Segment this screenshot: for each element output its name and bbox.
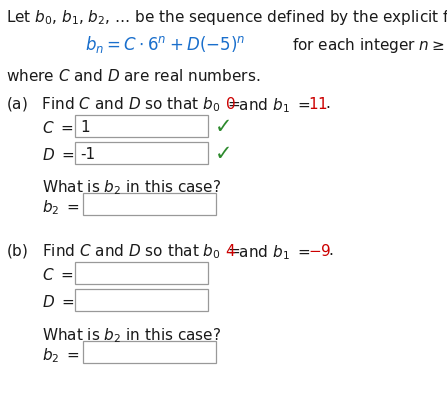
Text: $0$: $0$ <box>225 96 236 112</box>
Text: $ \ \mathrm{and} \ b_1\ =\ $: $ \ \mathrm{and} \ b_1\ =\ $ <box>234 96 311 115</box>
Text: $b_n = C \cdot 6^n + D(-5)^n$: $b_n = C \cdot 6^n + D(-5)^n$ <box>85 34 245 55</box>
Text: ✓: ✓ <box>215 117 232 136</box>
Text: (a)   Find $C$ and $D$ so that $b_0\ =\ $: (a) Find $C$ and $D$ so that $b_0\ =\ $ <box>6 96 240 114</box>
Text: $b_2 \ =$: $b_2 \ =$ <box>42 345 80 364</box>
Text: $D \ =$: $D \ =$ <box>42 293 75 309</box>
Text: (b)   Find $C$ and $D$ so that $b_0\ =\ $: (b) Find $C$ and $D$ so that $b_0\ =\ $ <box>6 243 241 261</box>
Text: $-9$: $-9$ <box>308 243 331 258</box>
Text: ✓: ✓ <box>215 144 232 164</box>
Text: .: . <box>325 96 330 111</box>
Text: for each integer $n \geq 0$,: for each integer $n \geq 0$, <box>292 36 447 55</box>
Text: $C \ =$: $C \ =$ <box>42 266 74 282</box>
Text: 1: 1 <box>80 120 90 135</box>
Text: $b_2 \ =$: $b_2 \ =$ <box>42 198 80 216</box>
Text: $4$: $4$ <box>225 243 236 258</box>
FancyBboxPatch shape <box>75 143 208 164</box>
FancyBboxPatch shape <box>83 194 216 215</box>
FancyBboxPatch shape <box>75 116 208 138</box>
FancyBboxPatch shape <box>75 289 208 311</box>
Text: Let $b_0$, $b_1$, $b_2$, $\ldots$ be the sequence defined by the explicit formul: Let $b_0$, $b_1$, $b_2$, $\ldots$ be the… <box>6 8 447 27</box>
Text: $D \ =$: $D \ =$ <box>42 147 75 162</box>
Text: $C \ =$: $C \ =$ <box>42 120 74 136</box>
Text: $ \ \mathrm{and} \ b_1\ =\ $: $ \ \mathrm{and} \ b_1\ =\ $ <box>234 243 311 261</box>
Text: What is $b_2$ in this case?: What is $b_2$ in this case? <box>42 325 221 344</box>
FancyBboxPatch shape <box>83 341 216 363</box>
Text: $11$: $11$ <box>308 96 328 112</box>
Text: -1: -1 <box>80 147 95 162</box>
Text: .: . <box>328 243 333 257</box>
Text: where $C$ and $D$ are real numbers.: where $C$ and $D$ are real numbers. <box>6 68 260 84</box>
Text: What is $b_2$ in this case?: What is $b_2$ in this case? <box>42 177 221 196</box>
FancyBboxPatch shape <box>75 262 208 284</box>
